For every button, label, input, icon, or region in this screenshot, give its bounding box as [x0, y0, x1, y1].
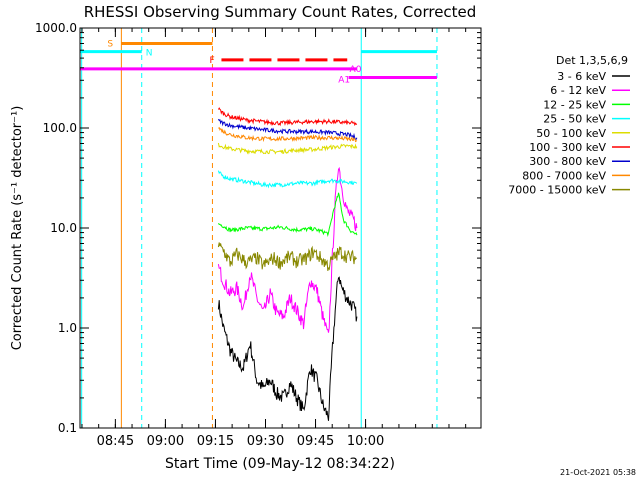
flag-label-a1: A1	[338, 75, 350, 85]
legend-entry-label: 7000 - 15000 keV	[508, 184, 606, 197]
legend-entry-label: 100 - 300 keV	[529, 141, 606, 154]
x-tick-label: 10:00	[347, 434, 384, 449]
flag-label-f: F	[209, 56, 214, 66]
series-line-2	[217, 192, 358, 237]
y-tick-label: 10.0	[50, 221, 77, 235]
plot-content	[80, 28, 438, 428]
series-line-5	[217, 107, 358, 127]
series-line-0	[217, 276, 358, 421]
x-tick-label: 09:45	[297, 434, 334, 449]
x-axis-label: Start Time (09-May-12 08:34:22)	[165, 456, 395, 472]
y-tick-label: 1.0	[58, 321, 77, 335]
x-tick-label: 08:45	[97, 434, 134, 449]
legend-entry-label: 3 - 6 keV	[557, 70, 606, 83]
flag-label-s: S	[107, 39, 113, 49]
footer-date: 21-Oct-2021 05:38	[560, 468, 636, 477]
series-line-4	[217, 142, 358, 155]
legend-entry-label: 25 - 50 keV	[543, 113, 606, 126]
axes: 0.1 1.0 10.0 100.0 1000.0 08:45 09:00 09:15 09:3…	[35, 21, 481, 449]
y-tick-label: 1000.0	[35, 21, 77, 35]
legend-entry-label: 50 - 100 keV	[536, 127, 606, 140]
flag-label-n: N	[146, 49, 153, 59]
x-tick-label: 09:00	[147, 434, 184, 449]
legend-entry-label: 6 - 12 keV	[550, 84, 606, 97]
series-line-6	[217, 118, 358, 140]
legend-entry-label: 12 - 25 keV	[543, 98, 606, 111]
legend-title: Det 1,3,5,6,9	[556, 54, 628, 67]
legend-entry-label: 300 - 800 keV	[529, 155, 606, 168]
series-line-7	[218, 126, 358, 143]
flag-label-a0: A0	[350, 65, 362, 75]
y-tick-label: 0.1	[58, 421, 77, 435]
plot-frame	[79, 27, 482, 429]
y-axis-label: Corrected Count Rate (s⁻¹ detector⁻¹)	[10, 106, 25, 351]
chart-title: RHESSI Observing Summary Count Rates, Co…	[84, 3, 477, 21]
series-line-1	[217, 166, 358, 333]
series-line-8	[217, 242, 357, 272]
legend-entry-label: 800 - 7000 keV	[522, 169, 606, 182]
x-tick-label: 09:30	[247, 434, 284, 449]
x-tick-label: 09:15	[197, 434, 234, 449]
y-tick-label: 100.0	[43, 121, 77, 135]
series-line-3	[217, 170, 358, 189]
